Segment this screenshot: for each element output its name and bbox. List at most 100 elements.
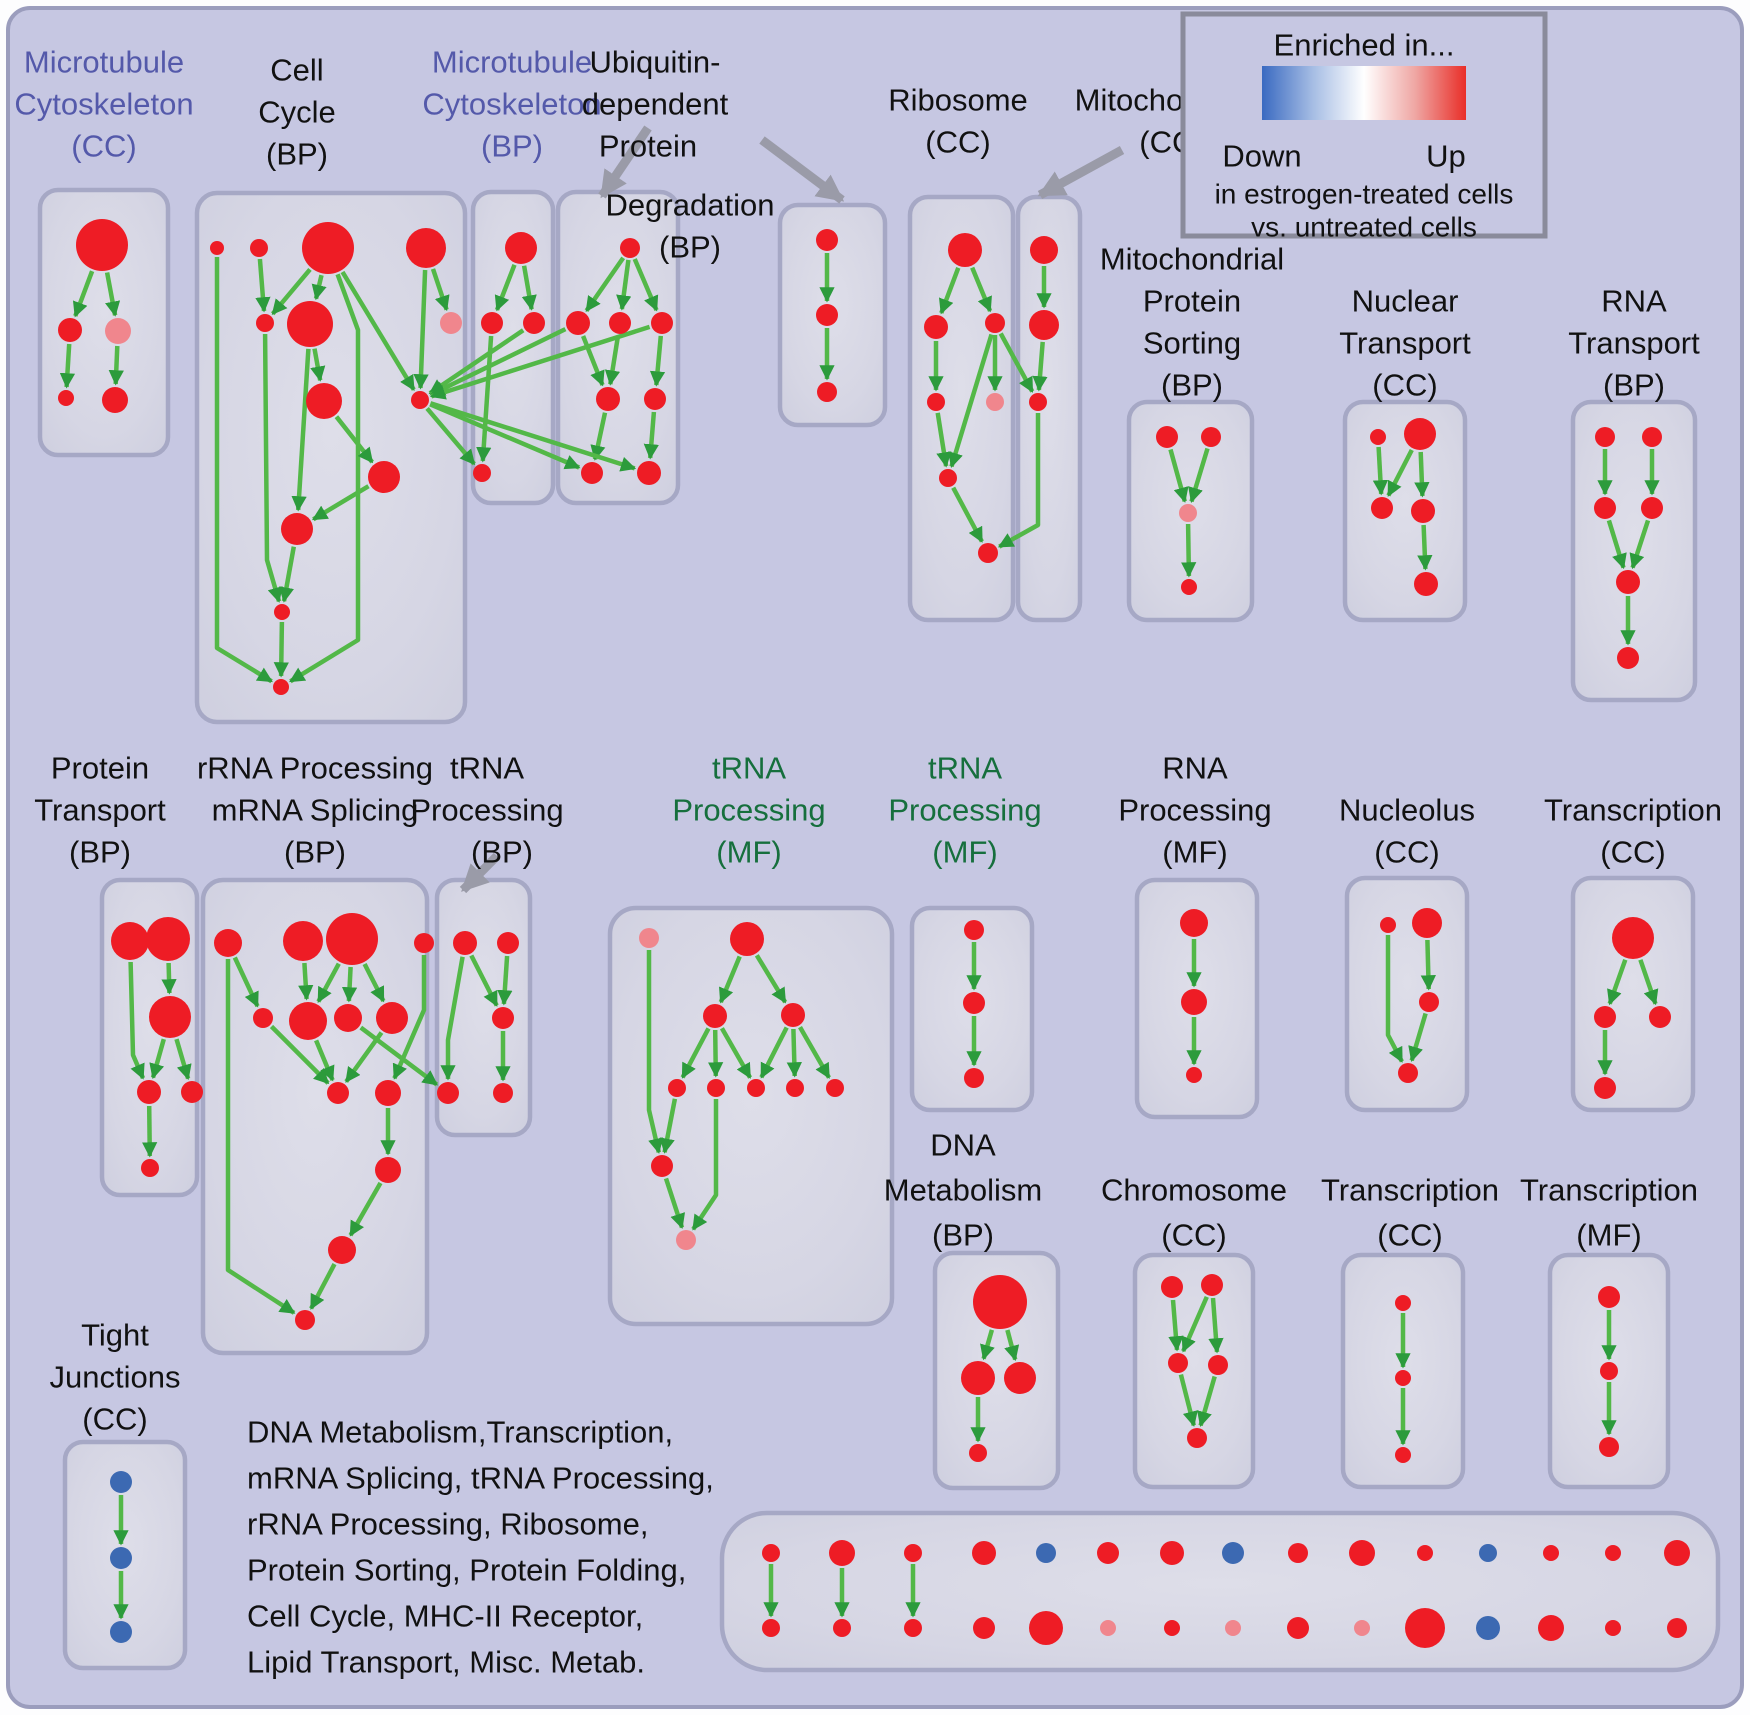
edge [1208, 1297, 1224, 1354]
go-term-node-shared-functions-strip-13 [1605, 1545, 1621, 1561]
go-term-node-transcription-mf-2 [1599, 1437, 1619, 1457]
go-term-node-cell-cycle-bp-1 [250, 239, 268, 257]
go-term-node-ribosome-cc-2 [985, 313, 1005, 333]
go-term-node-cell-cycle-bp-2 [302, 222, 354, 274]
go-term-node-ubiquitin-dependent-protein-degradation-bp-1 [566, 311, 590, 335]
edge [632, 258, 659, 312]
cluster-label-dna-metabolism-bp-line1: Metabolism [884, 1173, 1043, 1208]
go-term-node-ubiquitin-degradation-chain-0 [816, 229, 838, 251]
go-term-node-shared-functions-strip-14 [1664, 1540, 1690, 1566]
cluster-label-trna-processing-mf-large-line0: tRNA [712, 751, 786, 786]
go-term-node-mitochondrion-cc-2 [1029, 393, 1047, 411]
go-term-node-shared-functions-strip-5 [1097, 1542, 1119, 1564]
cluster-label-cell-cycle-bp-line2: (BP) [266, 137, 328, 172]
edge [429, 324, 651, 400]
go-term-node-nucleolus-cc-2 [1419, 992, 1439, 1012]
legend-box [1180, 11, 1548, 239]
go-term-node-rrna-processing-mrna-splicing-bp-4 [253, 1008, 273, 1028]
go-term-node-protein-transport-bp-0 [111, 922, 149, 960]
cluster-label-transcription-mf-line1: (MF) [1576, 1218, 1641, 1253]
go-term-node-chromosome-cc-1 [1201, 1274, 1223, 1296]
cluster-label-protein-transport-bp-line2: (BP) [69, 835, 131, 870]
edge [1408, 1012, 1428, 1062]
edge [1181, 523, 1197, 578]
edge [429, 401, 637, 472]
edge [680, 1027, 711, 1079]
go-term-node-transcription-cc-middle-3 [1594, 1077, 1616, 1099]
go-term-node-rrna-processing-mrna-splicing-bp-8 [327, 1082, 349, 1104]
edge [798, 1025, 831, 1079]
cluster-label-protein-transport-bp-line0: Protein [51, 751, 149, 786]
cluster-label-cell-cycle-bp-line1: Cycle [258, 95, 336, 130]
edge [1629, 519, 1651, 570]
go-term-node-protein-transport-bp-5 [141, 1159, 159, 1177]
go-term-node-nuclear-transport-cc-2 [1371, 497, 1393, 519]
cluster-label-dna-metabolism-bp-line2: (BP) [932, 1218, 994, 1253]
edge [1607, 958, 1628, 1006]
go-term-node-shared-functions-strip-22 [1225, 1620, 1241, 1636]
go-term-node-shared-functions-strip-25 [1405, 1608, 1445, 1648]
edge [104, 272, 121, 317]
go-term-node-rrna-processing-mrna-splicing-bp-1 [283, 921, 323, 961]
label-pointer-arrow-2 [1037, 146, 1125, 199]
edge [938, 267, 961, 315]
go-term-node-microtubule-cytoskeleton-bp-1 [481, 312, 503, 334]
go-term-node-shared-functions-strip-3 [972, 1541, 996, 1565]
go-term-node-rna-transport-bp-5 [1617, 647, 1639, 669]
cluster-label-mitochondrial-protein-sorting-bp-line1: Protein [1143, 284, 1241, 319]
edge [980, 1329, 995, 1361]
cluster-label-ubiquitin-dependent-protein-degradation-bp-line4: (BP) [659, 230, 721, 265]
edge [314, 1039, 335, 1082]
edge [1168, 1299, 1184, 1352]
go-term-node-ubiquitin-dependent-protein-degradation-bp-6 [581, 462, 603, 484]
edge [998, 332, 1035, 393]
cluster-label-transcription-cc-middle-line1: (CC) [1600, 835, 1665, 870]
cluster-label-protein-transport-bp-line1: Transport [34, 793, 166, 828]
cluster-label-chromosome-cc-line1: (CC) [1161, 1218, 1226, 1253]
go-term-node-nuclear-transport-cc-3 [1411, 499, 1435, 523]
go-term-node-shared-functions-strip-20 [1100, 1620, 1116, 1636]
edge [310, 348, 326, 382]
go-term-node-microtubule-cytoskeleton-cc-2 [105, 318, 131, 344]
edge [440, 956, 465, 1081]
edge [948, 333, 994, 468]
go-term-node-transcription-cc-middle-0 [1612, 917, 1654, 959]
edge [108, 345, 124, 386]
edge [646, 950, 664, 1154]
edge [362, 962, 386, 1003]
go-term-node-tight-junctions-cc-0 [110, 1471, 132, 1493]
go-term-node-rrna-processing-mrna-splicing-bp-0 [214, 929, 242, 957]
go-term-node-shared-functions-strip-26 [1476, 1616, 1500, 1640]
go-term-node-cell-cycle-bp-7 [306, 383, 342, 419]
cluster-label-trna-processing-mf-large-line2: (MF) [716, 835, 781, 870]
go-term-node-shared-functions-strip-10 [1417, 1545, 1433, 1561]
cluster-box-chromosome-cc [1132, 1252, 1256, 1490]
edge [951, 486, 984, 543]
go-term-node-trna-processing-bp-2 [492, 1007, 514, 1029]
edge [1386, 448, 1414, 497]
go-term-node-microtubule-cytoskeleton-cc-0 [76, 219, 128, 271]
edge [1188, 447, 1210, 503]
go-term-node-dna-metabolism-bp-1 [961, 1361, 995, 1395]
edge [521, 265, 537, 311]
go-term-node-microtubule-cytoskeleton-cc-3 [58, 390, 74, 406]
cluster-label-nuclear-transport-cc-line0: Nuclear [1352, 284, 1459, 319]
go-term-node-rrna-processing-mrna-splicing-bp-11 [328, 1236, 356, 1264]
edge [1420, 939, 1436, 991]
caption-line-1: mRNA Splicing, tRNA Processing, [247, 1461, 714, 1496]
cluster-label-rna-processing-mf-line2: (MF) [1162, 835, 1227, 870]
cluster-label-trna-processing-mf-small-line2: (MF) [932, 835, 997, 870]
edge [340, 270, 416, 392]
go-term-node-shared-functions-strip-8 [1288, 1543, 1308, 1563]
go-term-node-cell-cycle-bp-9 [368, 461, 400, 493]
cluster-label-nucleolus-cc-line0: Nucleolus [1339, 793, 1475, 828]
edge [174, 1038, 192, 1081]
edge [494, 263, 517, 312]
go-term-node-shared-functions-strip-29 [1667, 1618, 1687, 1638]
edge [429, 327, 567, 397]
go-term-node-cell-cycle-bp-11 [274, 604, 290, 620]
go-term-node-shared-functions-strip-12 [1543, 1545, 1559, 1561]
go-term-node-microtubule-cytoskeleton-bp-2 [523, 312, 545, 334]
go-term-node-transcription-cc-bottom-2 [1395, 1447, 1411, 1463]
cluster-box-shared-functions-strip [719, 1510, 1721, 1673]
